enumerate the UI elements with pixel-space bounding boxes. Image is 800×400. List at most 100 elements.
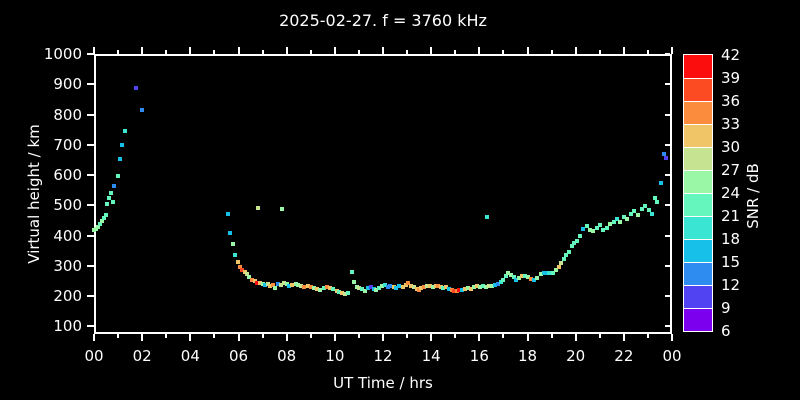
data-point bbox=[98, 222, 103, 227]
colorbar-tick-label: 30 bbox=[721, 138, 741, 156]
data-point bbox=[368, 285, 373, 290]
x-minor-tick bbox=[165, 50, 168, 54]
data-point bbox=[595, 226, 600, 231]
x-minor-tick bbox=[454, 50, 457, 54]
x-minor-tick bbox=[598, 334, 601, 338]
data-point bbox=[108, 191, 113, 196]
data-point bbox=[328, 286, 333, 291]
colorbar-tick-label: 36 bbox=[721, 92, 741, 110]
colorbar-tick-label: 39 bbox=[721, 69, 741, 87]
data-point bbox=[506, 271, 511, 276]
x-tick-label: 10 bbox=[325, 347, 345, 365]
data-point bbox=[117, 157, 122, 162]
data-point bbox=[562, 256, 567, 261]
data-point bbox=[337, 290, 342, 295]
data-point bbox=[654, 200, 659, 205]
data-point bbox=[104, 213, 109, 218]
data-point bbox=[480, 284, 485, 289]
colorbar bbox=[683, 54, 713, 332]
x-minor-tick bbox=[117, 334, 120, 338]
x-tick-label: 08 bbox=[277, 347, 297, 365]
data-point bbox=[120, 142, 125, 147]
x-tick bbox=[141, 47, 144, 54]
data-point bbox=[311, 286, 316, 291]
data-point bbox=[397, 284, 402, 289]
x-minor-tick bbox=[213, 334, 216, 338]
data-point bbox=[569, 243, 574, 248]
data-point bbox=[520, 274, 525, 279]
data-point bbox=[508, 272, 513, 277]
data-point bbox=[462, 287, 467, 292]
data-point bbox=[525, 275, 530, 280]
data-point bbox=[406, 281, 411, 286]
data-point bbox=[564, 252, 569, 257]
data-point bbox=[280, 207, 285, 212]
data-point bbox=[414, 287, 419, 292]
data-point bbox=[334, 289, 339, 294]
data-point bbox=[416, 288, 421, 293]
data-point bbox=[652, 195, 657, 200]
data-point bbox=[299, 284, 304, 289]
data-point bbox=[240, 267, 245, 272]
data-point bbox=[275, 282, 280, 287]
data-point bbox=[230, 241, 235, 246]
x-minor-tick bbox=[165, 334, 168, 338]
y-tick bbox=[87, 83, 94, 86]
y-tick-label: 100 bbox=[53, 317, 82, 336]
data-point bbox=[661, 151, 666, 156]
data-point bbox=[140, 108, 145, 112]
data-point bbox=[293, 282, 298, 287]
data-point bbox=[483, 285, 488, 290]
data-point bbox=[489, 284, 494, 289]
data-point bbox=[228, 231, 233, 236]
data-point bbox=[608, 222, 613, 227]
x-tick-label: 20 bbox=[566, 347, 586, 365]
data-point bbox=[650, 212, 655, 217]
x-tick bbox=[189, 47, 192, 54]
data-point bbox=[617, 220, 622, 225]
data-point bbox=[611, 220, 616, 224]
x-minor-tick bbox=[406, 50, 409, 54]
y-tick-label: 800 bbox=[53, 105, 82, 124]
data-point bbox=[597, 223, 602, 228]
x-minor-tick bbox=[309, 50, 312, 54]
data-point bbox=[382, 283, 387, 288]
colorbar-segment bbox=[684, 193, 712, 216]
x-tick bbox=[526, 334, 529, 341]
data-point bbox=[643, 204, 648, 209]
x-tick bbox=[430, 334, 433, 341]
x-tick bbox=[93, 334, 95, 341]
x-tick-label: 06 bbox=[228, 347, 249, 365]
data-point bbox=[115, 173, 120, 178]
data-point bbox=[427, 284, 432, 289]
colorbar-segment bbox=[684, 239, 712, 262]
data-point bbox=[134, 85, 139, 90]
data-point bbox=[284, 282, 289, 287]
data-point bbox=[235, 260, 240, 265]
x-tick bbox=[333, 334, 336, 341]
data-point bbox=[265, 282, 270, 287]
x-minor-tick bbox=[502, 50, 505, 54]
data-point bbox=[556, 265, 561, 270]
data-point bbox=[553, 268, 558, 273]
data-point bbox=[123, 129, 128, 134]
data-point bbox=[105, 201, 110, 206]
data-point bbox=[257, 281, 262, 286]
data-point bbox=[244, 272, 249, 277]
y-tick bbox=[665, 204, 670, 207]
x-minor-tick bbox=[117, 50, 120, 54]
data-point bbox=[498, 280, 503, 285]
x-minor-tick bbox=[550, 50, 553, 54]
x-tick-label: 04 bbox=[180, 347, 200, 365]
x-tick-label: 00 bbox=[662, 347, 682, 365]
y-tick bbox=[87, 204, 94, 207]
x-tick bbox=[622, 47, 625, 54]
data-point bbox=[403, 283, 408, 288]
x-tick-label: 14 bbox=[421, 347, 441, 365]
data-point bbox=[290, 283, 295, 288]
data-point bbox=[433, 284, 438, 289]
data-point bbox=[459, 288, 464, 293]
x-minor-tick bbox=[357, 50, 360, 54]
x-tick bbox=[93, 47, 95, 54]
data-point bbox=[282, 281, 287, 286]
